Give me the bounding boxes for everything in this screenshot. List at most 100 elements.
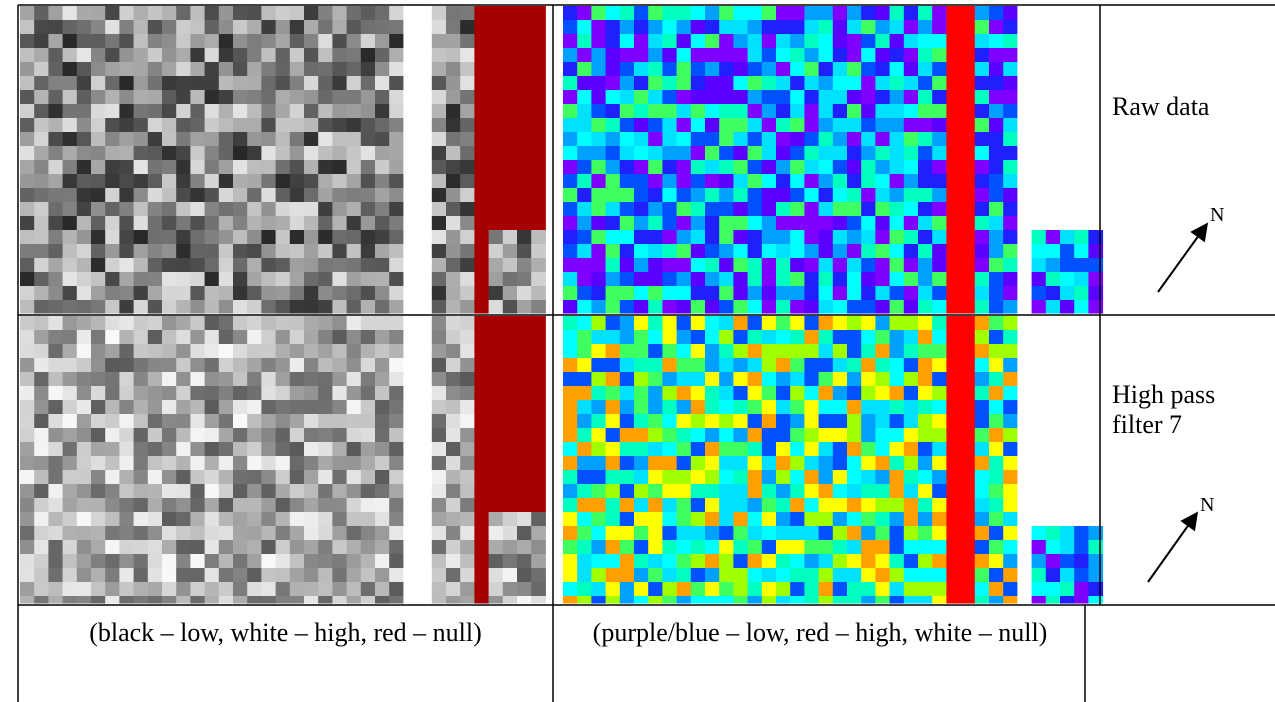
pixel — [1032, 62, 1047, 77]
pixel — [77, 358, 92, 373]
pixel — [247, 6, 262, 21]
pixel — [1060, 498, 1075, 513]
pixel — [762, 34, 777, 49]
pixel — [634, 202, 649, 217]
pixel — [563, 596, 578, 604]
pixel — [591, 428, 606, 443]
pixel — [606, 174, 621, 189]
pixel — [134, 470, 149, 485]
pixel — [1046, 90, 1061, 105]
pixel — [176, 316, 191, 331]
pixel — [748, 484, 763, 499]
pixel — [1060, 286, 1075, 301]
pixel — [918, 428, 933, 443]
pixel — [517, 188, 532, 203]
pixel — [563, 258, 578, 273]
pixel — [577, 372, 592, 387]
pixel — [847, 118, 862, 133]
pixel — [733, 316, 748, 331]
pixel — [119, 286, 134, 301]
pixel — [890, 526, 905, 541]
pixel — [34, 358, 49, 373]
pixel — [304, 174, 319, 189]
pixel — [205, 526, 220, 541]
pixel — [403, 48, 418, 63]
pixel — [1046, 498, 1061, 513]
pixel — [1003, 484, 1018, 499]
pixel — [318, 20, 333, 35]
pixel — [34, 202, 49, 217]
pixel — [662, 34, 677, 49]
pixel — [1046, 216, 1061, 231]
pixel — [347, 330, 362, 345]
pixel — [847, 316, 862, 331]
pixel — [875, 414, 890, 429]
pixel — [748, 188, 763, 203]
pixel — [1003, 344, 1018, 359]
pixel — [918, 62, 933, 77]
pixel — [677, 414, 692, 429]
pixel — [474, 286, 489, 301]
pixel — [332, 132, 347, 147]
pixel — [290, 344, 305, 359]
pixel — [1060, 372, 1075, 387]
pixel — [932, 540, 947, 555]
pixel — [776, 498, 791, 513]
pixel — [776, 6, 791, 21]
pixel — [719, 386, 734, 401]
pixel — [318, 428, 333, 443]
pixel — [304, 300, 319, 314]
pixel — [48, 442, 63, 457]
pixel — [34, 272, 49, 287]
pixel — [389, 386, 404, 401]
pixel — [205, 442, 220, 457]
pixel — [219, 470, 234, 485]
pixel — [1017, 428, 1032, 443]
pixel — [790, 202, 805, 217]
pixel — [105, 20, 120, 35]
pixel — [474, 188, 489, 203]
pixel — [276, 230, 291, 245]
pixel — [577, 498, 592, 513]
pixel — [34, 456, 49, 471]
pixel — [219, 76, 234, 91]
pixel — [904, 540, 919, 555]
pixel — [875, 596, 890, 604]
pixel — [819, 258, 834, 273]
pixel — [375, 526, 390, 541]
pixel — [748, 146, 763, 161]
pixel — [20, 104, 35, 119]
pixel — [705, 372, 720, 387]
pixel — [489, 582, 504, 597]
pixel — [563, 188, 578, 203]
pixel — [446, 90, 461, 105]
pixel — [719, 286, 734, 301]
pixel — [804, 512, 819, 527]
pixel — [474, 76, 489, 91]
pixel — [446, 76, 461, 91]
pixel — [205, 90, 220, 105]
pixel — [918, 146, 933, 161]
pixel — [290, 258, 305, 273]
pixel — [762, 428, 777, 443]
pixel — [403, 132, 418, 147]
pixel — [890, 90, 905, 105]
pixel — [205, 540, 220, 555]
pixel — [989, 146, 1004, 161]
pixel — [261, 286, 276, 301]
pixel — [1060, 104, 1075, 119]
pixel — [606, 316, 621, 331]
pixel — [648, 386, 663, 401]
pixel — [77, 146, 92, 161]
pixel — [48, 582, 63, 597]
pixel — [105, 230, 120, 245]
pixel — [460, 104, 475, 119]
pixel — [1074, 146, 1089, 161]
pixel — [733, 344, 748, 359]
pixel — [620, 470, 635, 485]
pixel — [705, 202, 720, 217]
pixel — [918, 456, 933, 471]
pixel — [705, 230, 720, 245]
pixel — [890, 118, 905, 133]
pixel — [634, 90, 649, 105]
